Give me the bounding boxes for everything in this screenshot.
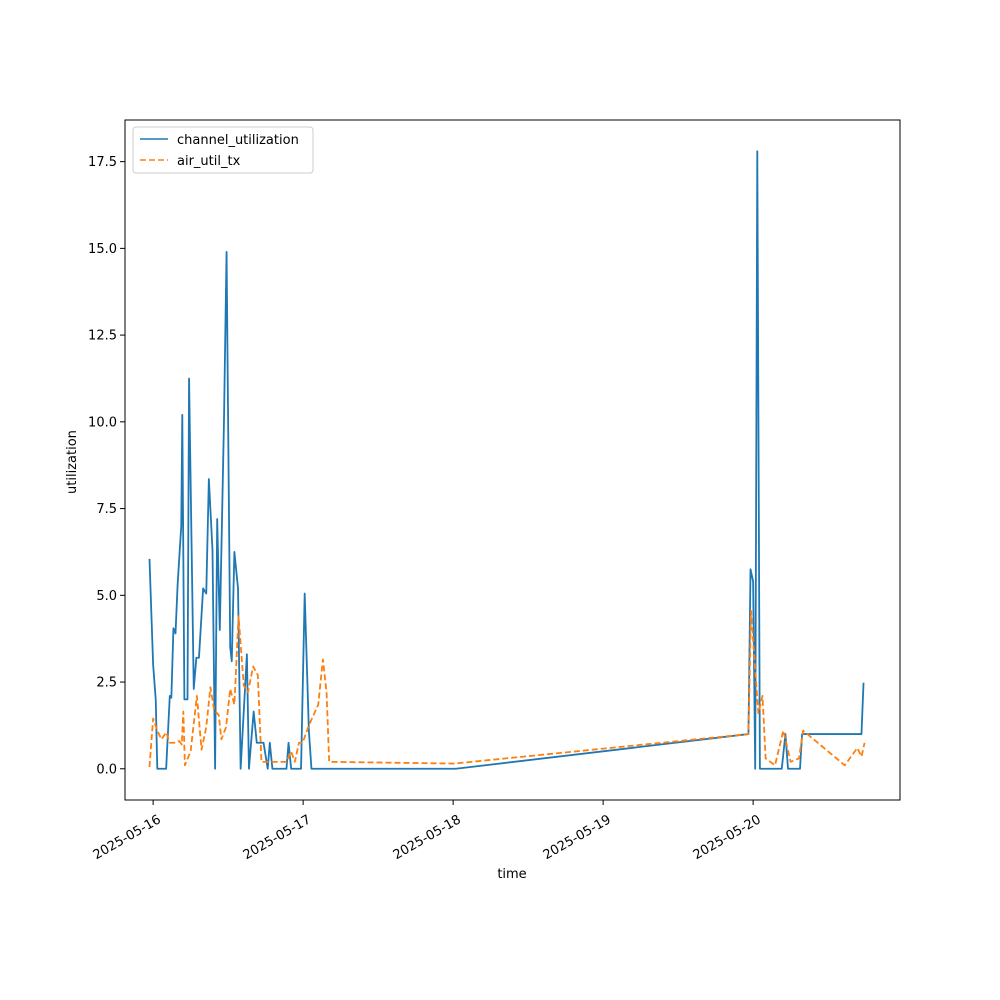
- y-tick-label: 15.0: [88, 242, 117, 257]
- y-tick-label: 17.5: [88, 155, 117, 170]
- series-line-air-util-tx: [148, 610, 866, 768]
- legend: channel_utilization air_util_tx: [132, 126, 314, 174]
- y-tick-label: 5.0: [96, 589, 117, 604]
- y-tick-label: 2.5: [96, 676, 117, 691]
- y-tick-label: 0.0: [96, 762, 117, 777]
- plot-lines: [148, 150, 866, 770]
- x-axis-label: time: [497, 867, 526, 882]
- legend-label-channel-utilization: channel_utilization: [177, 133, 299, 148]
- legend-label-air-util-tx: air_util_tx: [177, 154, 241, 169]
- y-tick-label: 7.5: [96, 502, 117, 517]
- y-tick-label: 12.5: [88, 329, 117, 344]
- series-line-channel-utilization: [148, 150, 865, 770]
- plot-frame: [124, 119, 901, 801]
- y-axis-ticks: 0.0 2.5 5.0 7.5 10.0 12.5 15.0 17.5: [88, 155, 125, 777]
- y-tick-label: 10.0: [88, 415, 117, 430]
- legend-box: [132, 126, 314, 174]
- y-axis-label: utilization: [65, 430, 80, 494]
